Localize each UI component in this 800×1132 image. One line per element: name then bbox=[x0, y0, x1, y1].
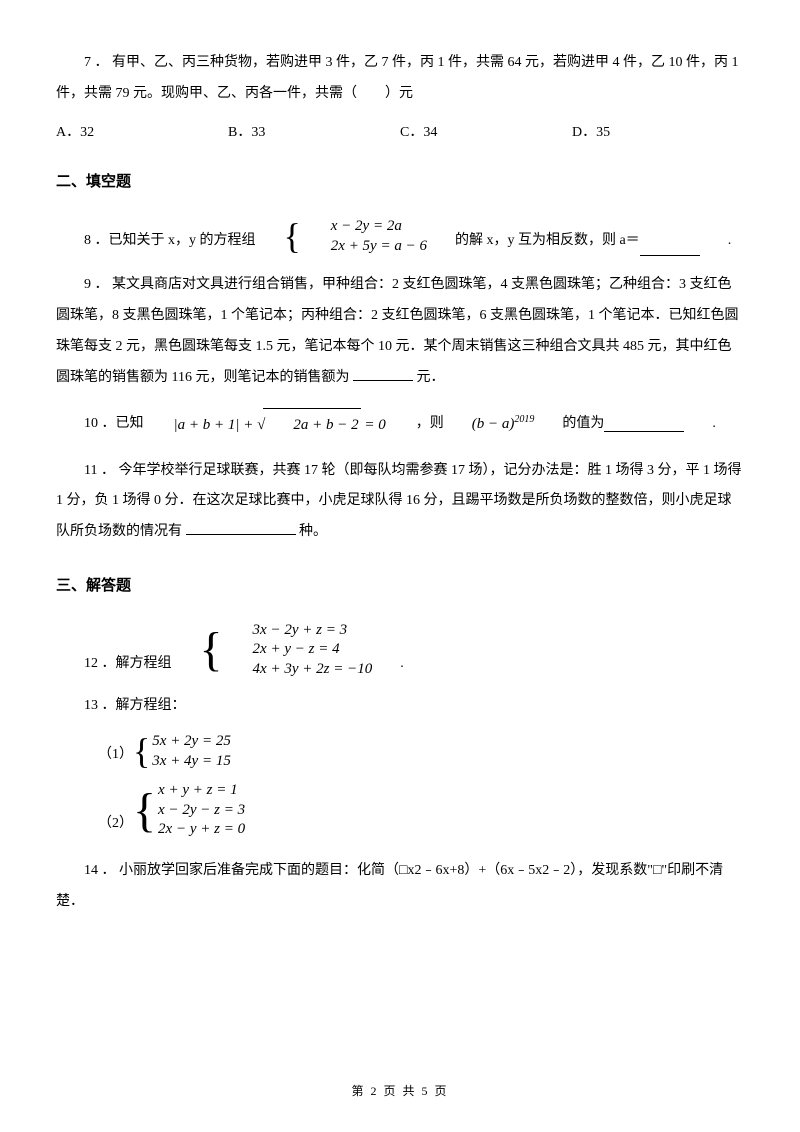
q13-p2-label: （2） bbox=[98, 809, 133, 840]
q13-part-1: （1） { 5x + 2y = 25 3x + 4y = 15 bbox=[98, 732, 744, 771]
q10-power: (b − a)2019 bbox=[444, 408, 535, 441]
q10-end: . bbox=[684, 409, 716, 440]
question-7: 7 ． 有甲、乙、丙三种货物，若购进甲 3 件，乙 7 件，丙 1 件，共需 6… bbox=[56, 48, 744, 110]
q13-p1-eq1: 5x + 2y = 25 bbox=[152, 732, 231, 752]
brace-icon: { bbox=[256, 222, 301, 251]
q7-option-b: B．33 bbox=[228, 118, 400, 149]
q14-text: 小丽放学回家后准备完成下面的题目：化简（□x2﹣6x+8）+（6x﹣5x2﹣2）… bbox=[56, 863, 723, 909]
q10-exp: 2019 bbox=[514, 414, 534, 425]
q13-p1-label: （1） bbox=[98, 740, 133, 771]
q13-p1-system: { 5x + 2y = 25 3x + 4y = 15 bbox=[133, 732, 231, 771]
q10-abs: a + b + 1 bbox=[178, 417, 236, 433]
q11-text2: 种。 bbox=[299, 524, 327, 539]
q12-suffix: . bbox=[372, 649, 404, 680]
q9-blank bbox=[353, 367, 413, 381]
q10-eq: = 0 bbox=[361, 417, 386, 433]
q12-eq3: 4x + 3y + 2z = −10 bbox=[225, 660, 373, 680]
q13-p2-eq3: 2x − y + z = 0 bbox=[158, 820, 245, 840]
q9-text2: 元． bbox=[416, 370, 444, 385]
section-2-heading: 二、填空题 bbox=[56, 166, 744, 199]
q7-options: A．32 B．33 C．34 D．35 bbox=[56, 118, 744, 149]
q13-p2-eq2: x − 2y − z = 3 bbox=[158, 801, 245, 821]
q12-eq1: 3x − 2y + z = 3 bbox=[225, 621, 373, 641]
q9-number: 9 ． bbox=[84, 277, 109, 292]
brace-icon: { bbox=[133, 737, 150, 766]
q10-mid: ，则 bbox=[388, 409, 444, 440]
question-8: 8 ．已知关于 x，y 的方程组 { x − 2y = 2a 2x + 5y =… bbox=[56, 217, 744, 256]
page-footer: 第 2 页 共 5 页 bbox=[0, 1078, 800, 1104]
q7-number: 7 ． bbox=[84, 55, 109, 70]
question-10: 10 ．已知 |a + b + 1| + √2a + b − 2 = 0 ，则 … bbox=[56, 408, 744, 442]
section-3-heading: 三、解答题 bbox=[56, 570, 744, 603]
q7-option-d: D．35 bbox=[572, 118, 744, 149]
q8-blank bbox=[640, 242, 700, 256]
q12-prefix: 12 ．解方程组 bbox=[56, 649, 172, 680]
q13-part-2: （2） { x + y + z = 1 x − 2y − z = 3 2x − … bbox=[98, 781, 744, 840]
q13-p1-eq2: 3x + 4y = 15 bbox=[152, 752, 231, 772]
q8-eq1: x − 2y = 2a bbox=[303, 217, 427, 237]
q11-number: 11 ． bbox=[84, 463, 115, 478]
q10-prefix: 10 ．已知 bbox=[56, 409, 144, 440]
q10-sqrt: 2a + b − 2 bbox=[263, 408, 360, 442]
q13-p2-eq1: x + y + z = 1 bbox=[158, 781, 245, 801]
q7-option-a: A．32 bbox=[56, 118, 228, 149]
q12-eq2: 2x + y − z = 4 bbox=[225, 640, 373, 660]
q10-suffix: 的值为 bbox=[534, 409, 604, 440]
q10-blank bbox=[604, 418, 684, 432]
brace-icon: { bbox=[133, 794, 156, 828]
question-14: 14 ． 小丽放学回家后准备完成下面的题目：化简（□x2﹣6x+8）+（6x﹣5… bbox=[56, 856, 744, 918]
q13-p2-system: { x + y + z = 1 x − 2y − z = 3 2x − y + … bbox=[133, 781, 245, 840]
q8-suffix2: . bbox=[700, 226, 732, 257]
q8-prefix: 8 ．已知关于 x，y 的方程组 bbox=[56, 226, 256, 257]
brace-icon: { bbox=[172, 633, 223, 667]
question-12: 12 ．解方程组 { 3x − 2y + z = 3 2x + y − z = … bbox=[56, 621, 744, 680]
q8-suffix1: 的解 x，y 互为相反数，则 a＝ bbox=[427, 226, 640, 257]
q7-option-c: C．34 bbox=[400, 118, 572, 149]
q14-number: 14 ． bbox=[84, 863, 116, 878]
question-9: 9 ． 某文具商店对文具进行组合销售，甲种组合：2 支红色圆珠笔，4 支黑色圆珠… bbox=[56, 270, 744, 393]
q10-formula: |a + b + 1| + √2a + b − 2 = 0 bbox=[146, 408, 386, 442]
q8-equation-system: { x − 2y = 2a 2x + 5y = a − 6 bbox=[256, 217, 427, 256]
q11-blank bbox=[186, 521, 296, 535]
q12-equation-system: { 3x − 2y + z = 3 2x + y − z = 4 4x + 3y… bbox=[172, 621, 373, 680]
question-13-title: 13 ．解方程组： bbox=[56, 691, 744, 722]
question-11: 11 ． 今年学校举行足球联赛，共赛 17 轮（即每队均需参赛 17 场），记分… bbox=[56, 456, 744, 548]
q11-text1: 今年学校举行足球联赛，共赛 17 轮（即每队均需参赛 17 场），记分办法是：胜… bbox=[56, 463, 741, 540]
q8-eq2: 2x + 5y = a − 6 bbox=[303, 237, 427, 257]
q7-text: 有甲、乙、丙三种货物，若购进甲 3 件，乙 7 件，丙 1 件，共需 64 元，… bbox=[56, 55, 739, 101]
q10-base: (b − a) bbox=[472, 416, 515, 432]
